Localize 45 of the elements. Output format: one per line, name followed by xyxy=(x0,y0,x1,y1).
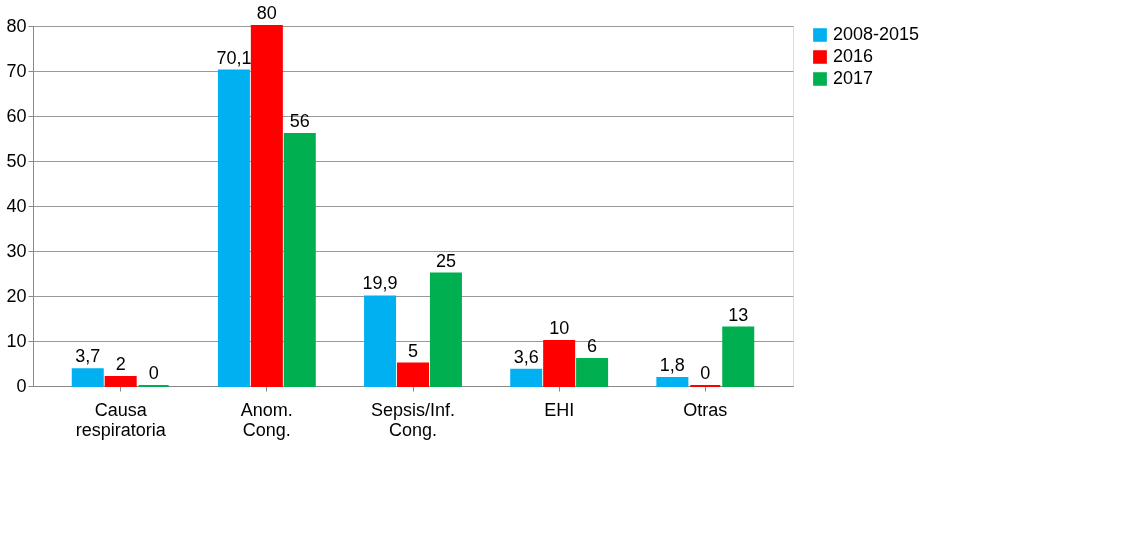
y-tick-label: 50 xyxy=(6,150,27,171)
data-label: 19,9 xyxy=(362,273,398,294)
bar xyxy=(543,340,576,387)
bar xyxy=(364,295,397,387)
bar xyxy=(510,368,543,387)
y-tick-label: 80 xyxy=(6,15,27,36)
x-tick-label: EHI xyxy=(544,399,575,420)
x-tick-label: Otras xyxy=(683,399,728,420)
y-tick-label: 30 xyxy=(6,240,27,261)
bar xyxy=(397,362,429,387)
data-label: 0 xyxy=(148,363,159,383)
data-label: 2 xyxy=(115,354,126,374)
bar xyxy=(656,376,689,387)
data-label: 3,7 xyxy=(75,346,101,367)
data-label: 56 xyxy=(289,111,310,131)
data-label: 13 xyxy=(728,304,749,325)
y-tick-label: 60 xyxy=(6,105,27,126)
legend-label: 2017 xyxy=(833,68,874,88)
bar xyxy=(104,376,137,387)
bar xyxy=(283,133,316,387)
y-tick-label: 0 xyxy=(16,375,27,396)
x-tick-label: Causa respiratoria xyxy=(75,399,167,440)
y-tick-label: 70 xyxy=(6,60,27,81)
y-tick-label: 20 xyxy=(6,285,27,306)
x-tick-label: Sepsis/Inf. Cong. xyxy=(370,399,456,440)
bar xyxy=(722,326,755,387)
data-label: 70,1 xyxy=(216,47,252,68)
data-label: 80 xyxy=(256,3,277,23)
bar xyxy=(429,272,462,387)
data-label: 1,8 xyxy=(659,354,685,375)
data-label: 10 xyxy=(549,318,570,338)
y-tick-label: 10 xyxy=(6,330,27,351)
y-tick-label: 40 xyxy=(6,195,27,216)
bar xyxy=(576,358,609,387)
bar xyxy=(71,368,104,387)
legend-label: 2016 xyxy=(833,46,874,66)
data-label: 25 xyxy=(435,250,456,271)
data-label: 3,6 xyxy=(513,346,539,367)
data-label: 0 xyxy=(700,363,711,383)
legend-label: 2008-2015 xyxy=(833,24,920,44)
bar xyxy=(250,25,283,387)
x-tick-label: Anom. Cong. xyxy=(240,399,293,440)
bar xyxy=(217,69,250,387)
data-label: 6 xyxy=(587,336,598,356)
data-label: 5 xyxy=(407,340,419,361)
